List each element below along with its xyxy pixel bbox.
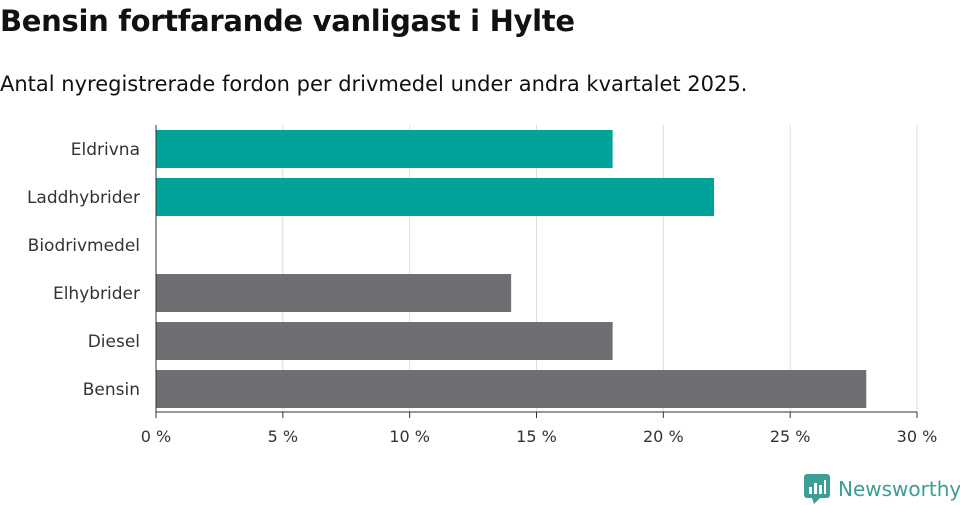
x-tick-label: 0 % <box>141 427 171 446</box>
bar <box>156 178 715 216</box>
newsworthy-logo-text: Newsworthy <box>838 477 960 501</box>
x-tick-label: 10 % <box>389 427 430 446</box>
category-labels: Eldrivna Laddhybrider Biodrivmedel Elhybrid… <box>27 140 140 400</box>
x-axis: 0 % 5 % 10 % 15 % 20 % 25 % 30 % <box>141 125 938 446</box>
category-label: Eldrivna <box>71 140 140 160</box>
category-label: Elhybrider <box>53 284 140 304</box>
x-tick-label: 15 % <box>516 427 557 446</box>
chart-title: Bensin fortfarande vanligast i Hylte <box>0 4 575 38</box>
category-label: Diesel <box>88 332 140 352</box>
bar-chart: Eldrivna Laddhybrider Biodrivmedel Elhybrid… <box>27 125 938 446</box>
bar <box>156 274 512 312</box>
bars <box>156 130 867 408</box>
x-tick-label: 25 % <box>770 427 811 446</box>
gridlines <box>282 125 918 412</box>
newsworthy-logo-icon <box>804 474 830 504</box>
x-tick-label: 20 % <box>643 427 684 446</box>
x-tick-label: 30 % <box>897 427 938 446</box>
bar <box>156 130 613 168</box>
bar <box>156 370 867 408</box>
bar <box>156 322 613 360</box>
category-label: Biodrivmedel <box>28 236 140 256</box>
category-label: Bensin <box>83 380 140 400</box>
chart-subtitle: Antal nyregistrerade fordon per drivmede… <box>0 72 748 96</box>
x-tick-label: 5 % <box>268 427 298 446</box>
category-label: Laddhybrider <box>27 188 140 208</box>
newsworthy-logo: Newsworthy <box>804 473 960 505</box>
